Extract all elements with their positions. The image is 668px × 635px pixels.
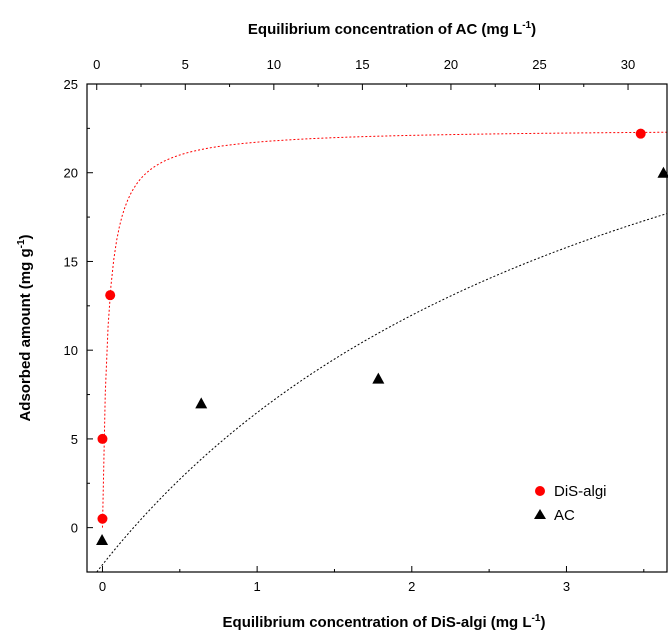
- data-point-ac: [195, 397, 208, 409]
- x-bottom-tick-label: 2: [408, 579, 415, 594]
- data-point-ac: [657, 166, 668, 178]
- legend-label-dis-algi: DiS-algi: [554, 483, 607, 500]
- y-tick-label: 10: [64, 343, 78, 358]
- y-tick-label: 0: [71, 521, 78, 536]
- y-tick-label: 15: [64, 254, 78, 269]
- data-point-ac: [372, 372, 385, 384]
- data-point-ac: [96, 534, 109, 546]
- x-top-tick-label: 30: [621, 57, 635, 72]
- top-axis-title: Equilibrium concentration of AC (mg L-1): [248, 20, 536, 38]
- data-point-dis-algi: [635, 128, 646, 139]
- y-axis-title: Adsorbed amount(mg g-1): [16, 234, 34, 421]
- data-points: [96, 128, 668, 546]
- y-tick-label: 5: [71, 432, 78, 447]
- legend-marker-ac: [534, 509, 546, 519]
- plot-frame: [86, 83, 668, 573]
- data-point-dis-algi: [97, 513, 108, 524]
- data-point-dis-algi: [97, 433, 108, 444]
- legend-label-ac: AC: [554, 507, 575, 524]
- x-top-tick-label: 25: [532, 57, 546, 72]
- data-point-dis-algi: [105, 290, 116, 301]
- x-top-tick-label: 15: [355, 57, 369, 72]
- x-bottom-tick-label: 3: [563, 579, 570, 594]
- x-bottom-tick-label: 0: [99, 579, 106, 594]
- x-bottom-tick-label: 1: [254, 579, 261, 594]
- fit-curve-dis-algi: [101, 131, 668, 528]
- legend-marker-dis-algi: [535, 486, 545, 496]
- x-top-tick-label: 20: [444, 57, 458, 72]
- bottom-axis-title: Equilibrium concentration of DiS-algi (mg…: [223, 613, 546, 631]
- y-tick-label: 25: [64, 77, 78, 92]
- fit-curves: [96, 131, 668, 573]
- x-top-tick-label: 5: [182, 57, 189, 72]
- fit-curve-ac: [96, 213, 668, 573]
- legend: DiS-algi AC: [534, 483, 607, 524]
- x-top-tick-label: 10: [267, 57, 281, 72]
- y-tick-label: 20: [64, 166, 78, 181]
- x-top-tick-label: 0: [93, 57, 100, 72]
